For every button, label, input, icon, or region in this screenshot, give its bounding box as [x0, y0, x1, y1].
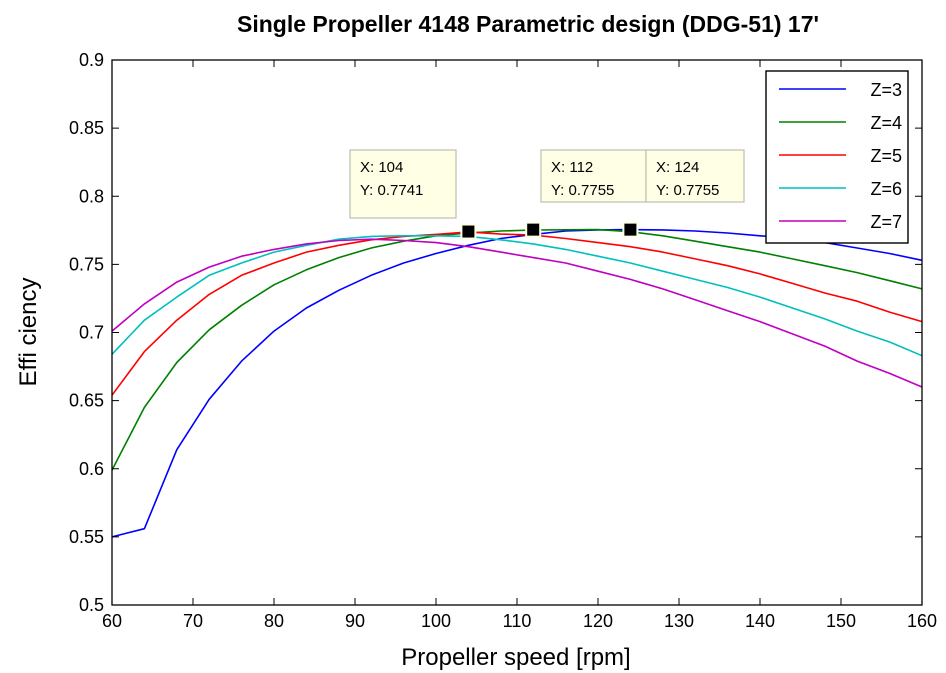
- datatip-x-text: X: 104: [360, 159, 403, 176]
- legend-label-z5: Z=5: [870, 146, 902, 166]
- x-tick-label: 60: [102, 611, 122, 631]
- series-line-z4: [111, 228, 923, 471]
- datatip-x-text: X: 112: [551, 159, 593, 176]
- y-tick-label: 0.55: [69, 527, 104, 547]
- legend-box: [765, 70, 909, 244]
- datatip-box: [645, 149, 745, 203]
- legend-label-z3: Z=3: [870, 80, 902, 100]
- series-line-z7: [111, 238, 923, 388]
- x-tick-label: 100: [421, 611, 451, 631]
- tick-layer: 60 70 80 90 100 110 120 130 140 150 160 0.5 0.55 0.6 0…: [69, 50, 937, 631]
- y-tick-label: 0.65: [69, 391, 104, 411]
- datatip-y-text: Y: 0.7741: [360, 182, 423, 199]
- y-tick-label: 0.6: [79, 459, 104, 479]
- datatip-marker[interactable]: [460, 223, 477, 240]
- legend-label-z6: Z=6: [870, 179, 902, 199]
- chart-title: Single Propeller 4148 Parametric design …: [237, 11, 819, 37]
- datatip-x-text: X: 124: [656, 159, 699, 176]
- legend-label-z4: Z=4: [870, 113, 902, 133]
- datatip-marker[interactable]: [525, 221, 542, 238]
- y-tick-label: 0.85: [69, 118, 104, 138]
- datatip-y-text: Y: 0.7755: [656, 182, 719, 199]
- y-axis-label: Effi ciency: [15, 278, 42, 387]
- x-tick-label: 140: [745, 611, 775, 631]
- x-tick-label: 110: [503, 611, 532, 631]
- datatip-box: [349, 149, 457, 219]
- y-tick-label: 0.7: [79, 323, 104, 343]
- x-tick-label: 80: [264, 611, 284, 631]
- plot-frame: [111, 59, 923, 606]
- datatip-layer: X: 104 Y: 0.7741 X: 112 Y: 0.7755 X: 124 Y: 0…: [349, 149, 745, 240]
- datatip-box: [540, 149, 647, 203]
- y-tick-label: 0.8: [79, 186, 104, 206]
- x-tick-label: 130: [664, 611, 694, 631]
- y-tick-label: 0.5: [79, 595, 104, 615]
- y-tick-label: 0.75: [69, 254, 104, 274]
- x-tick-label: 120: [583, 611, 613, 631]
- x-tick-label: 160: [907, 611, 937, 631]
- x-tick-label: 150: [826, 611, 856, 631]
- legend-label-z7: Z=7: [870, 212, 902, 232]
- series-line-z5: [111, 231, 923, 396]
- legend: Z=3 Z=4 Z=5 Z=6 Z=7: [765, 70, 909, 244]
- x-axis-label: Propeller speed [rpm]: [401, 644, 630, 671]
- datatip-y-text: Y: 0.7755: [551, 182, 614, 199]
- series-line-z6: [111, 235, 923, 357]
- x-tick-label: 90: [345, 611, 365, 631]
- x-tick-label: 70: [183, 611, 203, 631]
- datatip-marker[interactable]: [622, 221, 639, 238]
- y-tick-label: 0.9: [79, 50, 104, 70]
